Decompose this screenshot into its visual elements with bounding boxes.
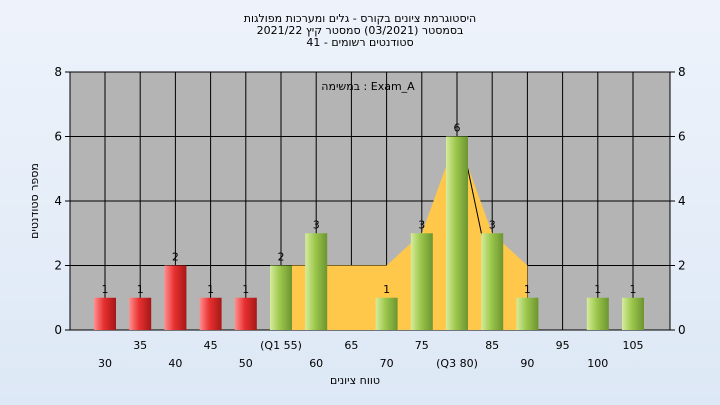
bars xyxy=(94,136,644,330)
x-tick-label: 100 xyxy=(587,357,608,370)
bar-value-label: 3 xyxy=(313,218,320,231)
x-tick-label: 45 xyxy=(204,339,218,352)
x-tick-label: 65 xyxy=(344,339,358,352)
x-axis-label: טווח ציונים xyxy=(330,374,380,387)
y-tick-label-right: 6 xyxy=(678,130,686,144)
chart-title-line-3: סטודנטים רשומים - 41 xyxy=(306,36,413,49)
x-tick-label: 90 xyxy=(520,357,534,370)
x-tick-label: 40 xyxy=(168,357,182,370)
x-tick-label: 35 xyxy=(133,339,147,352)
bar xyxy=(446,136,468,330)
y-tick-label: 4 xyxy=(54,194,62,208)
x-tick-label: (Q3 80) xyxy=(436,357,478,370)
x-tick-label: 50 xyxy=(239,357,253,370)
y-tick-label-right: 4 xyxy=(678,194,686,208)
x-tick-label: 105 xyxy=(623,339,644,352)
bar xyxy=(305,233,328,330)
y-tick-label: 6 xyxy=(54,130,62,144)
bar xyxy=(375,297,398,330)
y-tick-label: 8 xyxy=(54,65,62,79)
y-axis-label: מספר סטודנטים xyxy=(28,163,41,239)
y-tick-label: 0 xyxy=(54,323,62,337)
y-tick-label: 2 xyxy=(54,259,62,273)
bar-value-label: 6 xyxy=(454,122,461,135)
bar xyxy=(199,297,222,330)
bar xyxy=(270,265,292,330)
bar-value-label: 1 xyxy=(242,283,249,296)
bar xyxy=(164,265,187,330)
bar-value-label: 1 xyxy=(102,283,109,296)
bar xyxy=(622,297,644,330)
chart-title-line-1: היסטוגרמת ציונים בקורס - גלים ומערכות מפ… xyxy=(244,12,476,25)
x-tick-label: 60 xyxy=(309,357,323,370)
x-tick-label: 75 xyxy=(415,339,429,352)
y-axis-right: 0 2 4 6 8 xyxy=(670,65,686,337)
x-tick-label: 70 xyxy=(380,357,394,370)
bar-value-label: 1 xyxy=(207,283,214,296)
x-axis: 30 35 40 45 50 (Q1 55) 60 65 70 75 (Q3 80) 85 90 95 10… xyxy=(98,339,644,370)
bar xyxy=(516,297,539,330)
x-tick-label: 85 xyxy=(485,339,499,352)
bar xyxy=(234,297,257,330)
x-tick-label: 30 xyxy=(98,357,112,370)
bar-value-label: 1 xyxy=(630,283,637,296)
y-tick-label-right: 8 xyxy=(678,65,686,79)
annotation-text: במשימה : Exam_A xyxy=(321,80,415,93)
bar-value-label: 1 xyxy=(594,283,601,296)
bar xyxy=(586,297,609,330)
bar-value-label: 2 xyxy=(278,251,285,264)
bar-value-label: 2 xyxy=(172,251,179,264)
bar xyxy=(129,297,152,330)
bar xyxy=(94,297,116,330)
x-tick-label: 95 xyxy=(556,339,570,352)
bar-value-label: 1 xyxy=(524,283,531,296)
bar xyxy=(410,233,433,330)
bar-value-label: 3 xyxy=(489,218,496,231)
bar-value-label: 1 xyxy=(383,283,390,296)
y-tick-label-right: 0 xyxy=(678,323,686,337)
bar-value-label: 1 xyxy=(137,283,144,296)
chart-title-line-2: בסמסטר (03/2021) סמסטר קיץ 2021/22 xyxy=(257,24,464,37)
y-tick-label-right: 2 xyxy=(678,259,686,273)
bar-labels: 1 1 2 1 1 2 3 1 3 6 3 1 1 1 xyxy=(102,122,637,296)
y-axis-left: 0 2 4 6 8 xyxy=(54,65,70,337)
bar xyxy=(481,233,504,330)
x-tick-label: (Q1 55) xyxy=(260,339,302,352)
bar-value-label: 3 xyxy=(418,218,425,231)
